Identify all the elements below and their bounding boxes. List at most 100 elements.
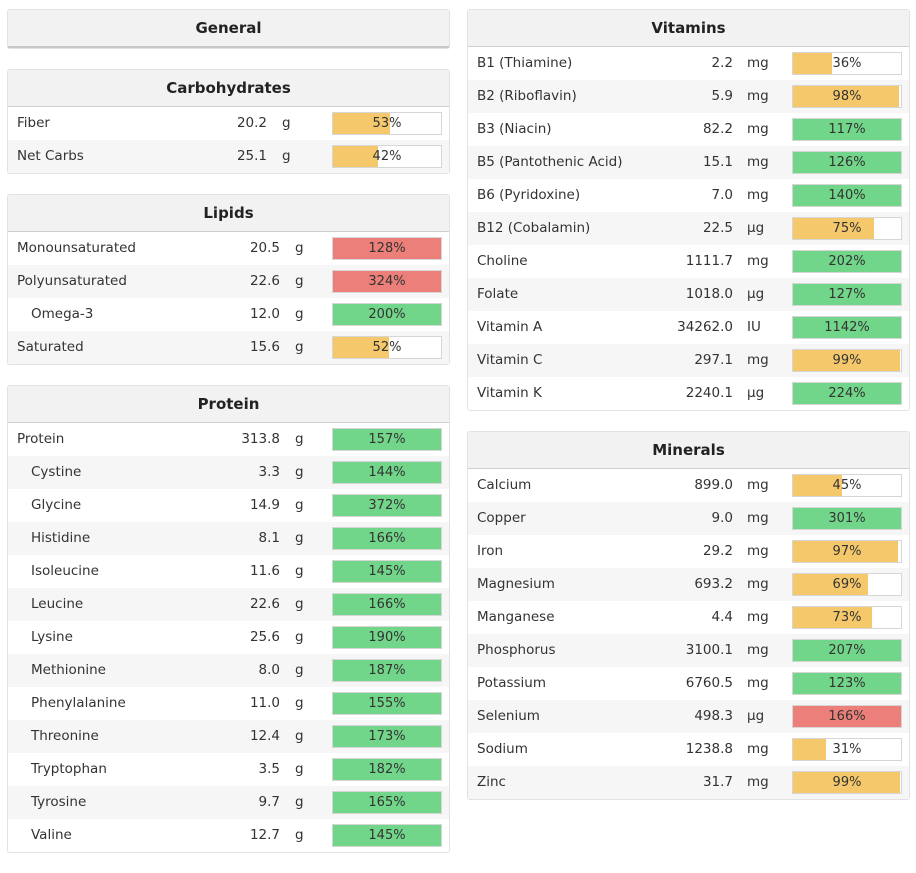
nutrient-name: Net Carbs — [17, 148, 84, 164]
nutrient-row[interactable]: Valine 12.7 g 145% — [8, 819, 449, 852]
vitamins-header[interactable]: Vitamins — [468, 10, 909, 47]
nutrient-row[interactable]: Methionine 8.0 g 187% — [8, 654, 449, 687]
nutrient-row[interactable]: Protein 313.8 g 157% — [8, 423, 449, 456]
nutrient-name: Phosphorus — [477, 642, 556, 658]
nutrient-unit: mg — [747, 477, 769, 493]
nutrient-row[interactable]: B3 (Niacin) 82.2 mg 117% — [468, 113, 909, 146]
target-progress-bar: 173% — [332, 725, 442, 748]
progress-fill — [793, 284, 901, 305]
nutrient-name: Choline — [477, 253, 528, 269]
target-progress-bar: 99% — [792, 771, 902, 794]
nutrient-row[interactable]: B1 (Thiamine) 2.2 mg 36% — [468, 47, 909, 80]
nutrient-name: Methionine — [31, 662, 106, 678]
nutrient-amount: 8.1 — [258, 530, 280, 546]
target-percent: 127% — [828, 287, 866, 302]
nutrient-row[interactable]: Cystine 3.3 g 144% — [8, 456, 449, 489]
progress-fill — [793, 86, 899, 107]
target-progress-bar: 117% — [792, 118, 902, 141]
target-percent: 301% — [828, 511, 866, 526]
target-progress-bar: 224% — [792, 382, 902, 405]
minerals-header[interactable]: Minerals — [468, 432, 909, 469]
nutrient-row[interactable]: Folate 1018.0 µg 127% — [468, 278, 909, 311]
nutrient-name: Polyunsaturated — [17, 273, 127, 289]
nutrient-unit: g — [295, 339, 304, 355]
nutrient-row[interactable]: Phosphorus 3100.1 mg 207% — [468, 634, 909, 667]
target-progress-bar: 182% — [332, 758, 442, 781]
nutrient-row[interactable]: Monounsaturated 20.5 g 128% — [8, 232, 449, 265]
target-progress-bar: 200% — [332, 303, 442, 326]
target-progress-bar: 99% — [792, 349, 902, 372]
progress-fill — [333, 146, 379, 167]
target-progress-bar: 166% — [332, 593, 442, 616]
nutrient-name: Phenylalanine — [31, 695, 126, 711]
nutrient-row[interactable]: Threonine 12.4 g 173% — [8, 720, 449, 753]
nutrient-unit: g — [295, 431, 304, 447]
nutrient-row[interactable]: Histidine 8.1 g 166% — [8, 522, 449, 555]
nutrient-name: Saturated — [17, 339, 84, 355]
progress-fill — [793, 640, 901, 661]
nutrient-row[interactable]: B2 (Riboflavin) 5.9 mg 98% — [468, 80, 909, 113]
progress-fill — [333, 660, 441, 681]
nutrient-row[interactable]: B6 (Pyridoxine) 7.0 mg 140% — [468, 179, 909, 212]
nutrient-row[interactable]: Saturated 15.6 g 52% — [8, 331, 449, 364]
nutrient-row[interactable]: B12 (Cobalamin) 22.5 µg 75% — [468, 212, 909, 245]
target-percent: 200% — [368, 307, 406, 322]
progress-fill — [333, 495, 441, 516]
nutrient-row[interactable]: Magnesium 693.2 mg 69% — [468, 568, 909, 601]
nutrient-row[interactable]: Choline 1111.7 mg 202% — [468, 245, 909, 278]
nutrient-name: Tryptophan — [31, 761, 107, 777]
progress-fill — [793, 317, 901, 338]
general-header[interactable]: General — [8, 10, 449, 48]
target-percent: 187% — [368, 663, 406, 678]
progress-fill — [333, 561, 441, 582]
nutrient-row[interactable]: Omega-3 12.0 g 200% — [8, 298, 449, 331]
nutrient-row[interactable]: Phenylalanine 11.0 g 155% — [8, 687, 449, 720]
minerals-card: Minerals Calcium 899.0 mg 45% Copper 9.0 mg 301… — [467, 431, 910, 800]
progress-fill — [333, 825, 441, 846]
carbohydrates-header[interactable]: Carbohydrates — [8, 70, 449, 107]
nutrient-row[interactable]: Net Carbs 25.1 g 42% — [8, 140, 449, 173]
nutrient-row[interactable]: Tyrosine 9.7 g 165% — [8, 786, 449, 819]
protein-header[interactable]: Protein — [8, 386, 449, 423]
target-progress-bar: 166% — [332, 527, 442, 550]
nutrient-row[interactable]: Leucine 22.6 g 166% — [8, 588, 449, 621]
target-progress-bar: 324% — [332, 270, 442, 293]
nutrient-name: B3 (Niacin) — [477, 121, 552, 137]
nutrient-row[interactable]: Calcium 899.0 mg 45% — [468, 469, 909, 502]
nutrient-row[interactable]: Selenium 498.3 µg 166% — [468, 700, 909, 733]
nutrient-amount: 22.5 — [702, 220, 733, 236]
nutrient-unit: g — [295, 827, 304, 843]
nutrient-row[interactable]: Sodium 1238.8 mg 31% — [468, 733, 909, 766]
nutrient-row[interactable]: Iron 29.2 mg 97% — [468, 535, 909, 568]
nutrient-row[interactable]: Zinc 31.7 mg 99% — [468, 766, 909, 799]
target-progress-bar: 97% — [792, 540, 902, 563]
target-progress-bar: 301% — [792, 507, 902, 530]
nutrient-row[interactable]: Polyunsaturated 22.6 g 324% — [8, 265, 449, 298]
nutrient-row[interactable]: Copper 9.0 mg 301% — [468, 502, 909, 535]
nutrient-row[interactable]: Glycine 14.9 g 372% — [8, 489, 449, 522]
nutrient-amount: 8.0 — [258, 662, 280, 678]
nutrient-unit: µg — [747, 286, 765, 302]
nutrient-name: B2 (Riboflavin) — [477, 88, 577, 104]
nutrient-name: Valine — [31, 827, 72, 843]
target-percent: 69% — [832, 577, 862, 592]
nutrient-row[interactable]: Vitamin A 34262.0 IU 1142% — [468, 311, 909, 344]
nutrient-row[interactable]: Manganese 4.4 mg 73% — [468, 601, 909, 634]
nutrient-row[interactable]: Lysine 25.6 g 190% — [8, 621, 449, 654]
target-progress-bar: 69% — [792, 573, 902, 596]
nutrient-unit: g — [282, 115, 291, 131]
nutrient-row[interactable]: Vitamin K 2240.1 µg 224% — [468, 377, 909, 410]
nutrient-row[interactable]: B5 (Pantothenic Acid) 15.1 mg 126% — [468, 146, 909, 179]
nutrient-row[interactable]: Tryptophan 3.5 g 182% — [8, 753, 449, 786]
nutrient-row[interactable]: Potassium 6760.5 mg 123% — [468, 667, 909, 700]
lipids-header[interactable]: Lipids — [8, 195, 449, 232]
nutrient-amount: 498.3 — [694, 708, 733, 724]
target-progress-bar: 165% — [332, 791, 442, 814]
nutrient-row[interactable]: Vitamin C 297.1 mg 99% — [468, 344, 909, 377]
target-percent: 166% — [828, 709, 866, 724]
nutrient-row[interactable]: Isoleucine 11.6 g 145% — [8, 555, 449, 588]
nutrient-name: Threonine — [31, 728, 99, 744]
target-percent: 36% — [832, 56, 862, 71]
carbohydrates-card: Carbohydrates Fiber 20.2 g 53% Net Carbs 25.1… — [7, 69, 450, 174]
nutrient-row[interactable]: Fiber 20.2 g 53% — [8, 107, 449, 140]
